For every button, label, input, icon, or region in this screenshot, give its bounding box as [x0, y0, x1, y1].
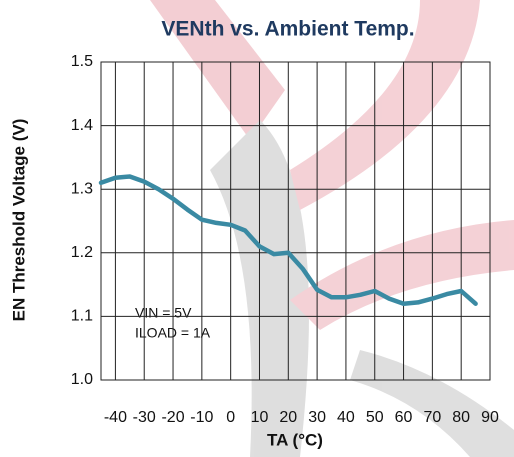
watermark	[150, 0, 514, 457]
line-series	[98, 174, 478, 306]
y-tick-label: 1.3	[71, 180, 93, 197]
chart-title: VENth vs. Ambient Temp.	[161, 18, 414, 41]
x-tick-label: 20	[279, 409, 297, 426]
x-tick-label: 40	[337, 409, 355, 426]
x-tick-label: 80	[452, 409, 470, 426]
plot-frame	[100, 61, 491, 381]
x-tick-label: -10	[190, 409, 213, 426]
y-tick-label: 1.1	[71, 308, 93, 325]
watermark-shape	[150, 0, 285, 140]
watermark-shape	[290, 220, 514, 330]
x-tick-label: 60	[395, 409, 413, 426]
y-axis-label: EN Threshold Voltage (V)	[9, 119, 28, 322]
x-tick-label: -20	[161, 409, 184, 426]
x-tick-label: 50	[366, 409, 384, 426]
watermark-shape	[350, 350, 514, 457]
annotation: VIN = 5V	[135, 305, 192, 321]
x-tick-label: 0	[226, 409, 235, 426]
x-tick-label: -30	[133, 409, 156, 426]
watermark-shape	[290, 0, 480, 210]
x-tick-label: 70	[423, 409, 441, 426]
y-tick-label: 1.5	[71, 53, 93, 70]
y-tick-label: 1.4	[71, 117, 93, 134]
y-tick-label: 1.2	[71, 244, 93, 261]
x-tick-label: 10	[251, 409, 269, 426]
x-tick-label: 30	[308, 409, 326, 426]
x-axis-label: TA (°C)	[267, 430, 323, 449]
x-tick-label: -40	[104, 409, 127, 426]
y-tick-label: 1.0	[71, 371, 93, 388]
x-tick-label: 90	[481, 409, 499, 426]
